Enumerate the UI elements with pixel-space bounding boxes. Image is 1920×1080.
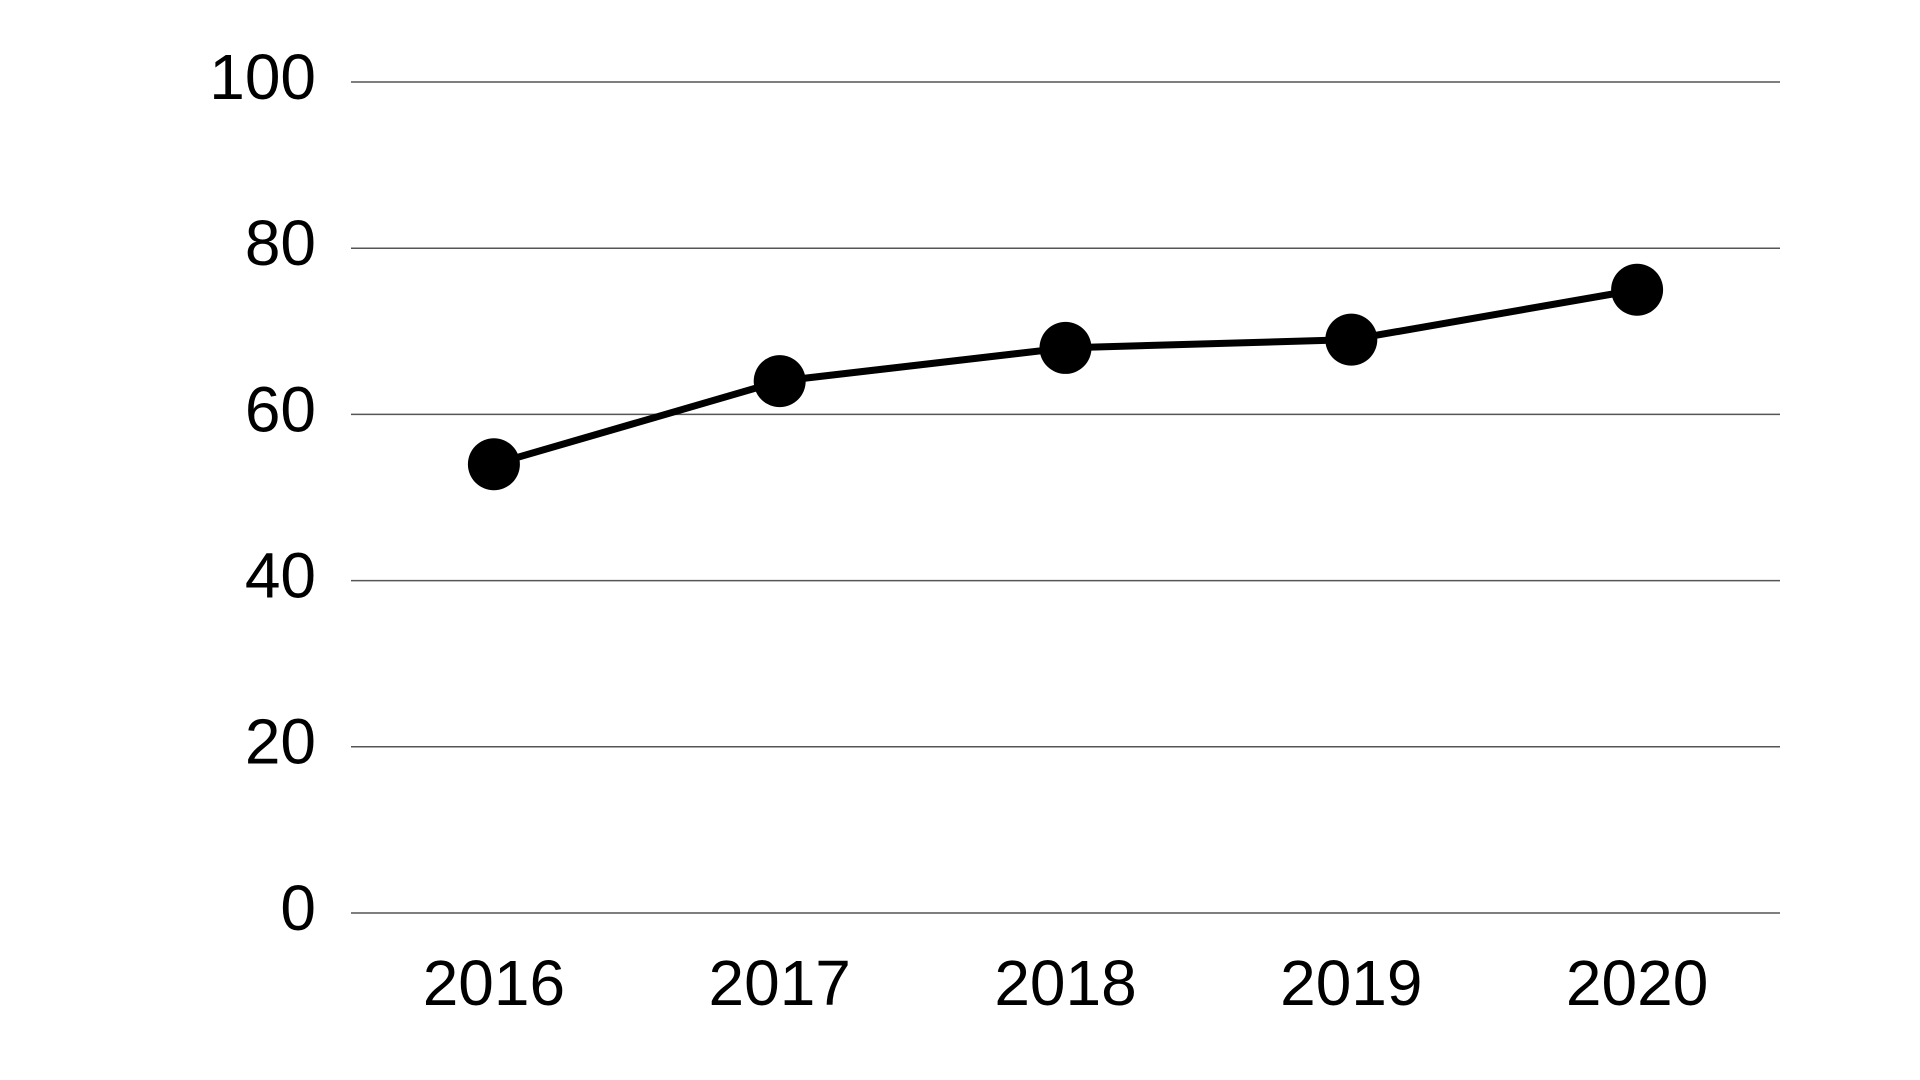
- marker: [467, 438, 520, 491]
- y-tick-label: 0: [280, 872, 316, 944]
- x-tick-label: 2019: [1280, 947, 1422, 1019]
- x-tick-label: 2016: [423, 947, 565, 1019]
- y-tick-label: 80: [245, 207, 316, 279]
- y-tick-label: 20: [245, 706, 316, 778]
- line: [492, 286, 1638, 468]
- y-tick-label: 40: [245, 540, 316, 612]
- marker: [1325, 313, 1378, 366]
- marker: [1611, 263, 1664, 316]
- marker: [1039, 321, 1092, 374]
- x-tick-label: 2020: [1566, 947, 1708, 1019]
- marker: [753, 355, 806, 408]
- x-tick-label: 2018: [994, 947, 1136, 1019]
- y-tick-label: 100: [209, 41, 316, 113]
- y-tick-label: 60: [245, 373, 316, 445]
- x-tick-label: 2017: [709, 947, 851, 1019]
